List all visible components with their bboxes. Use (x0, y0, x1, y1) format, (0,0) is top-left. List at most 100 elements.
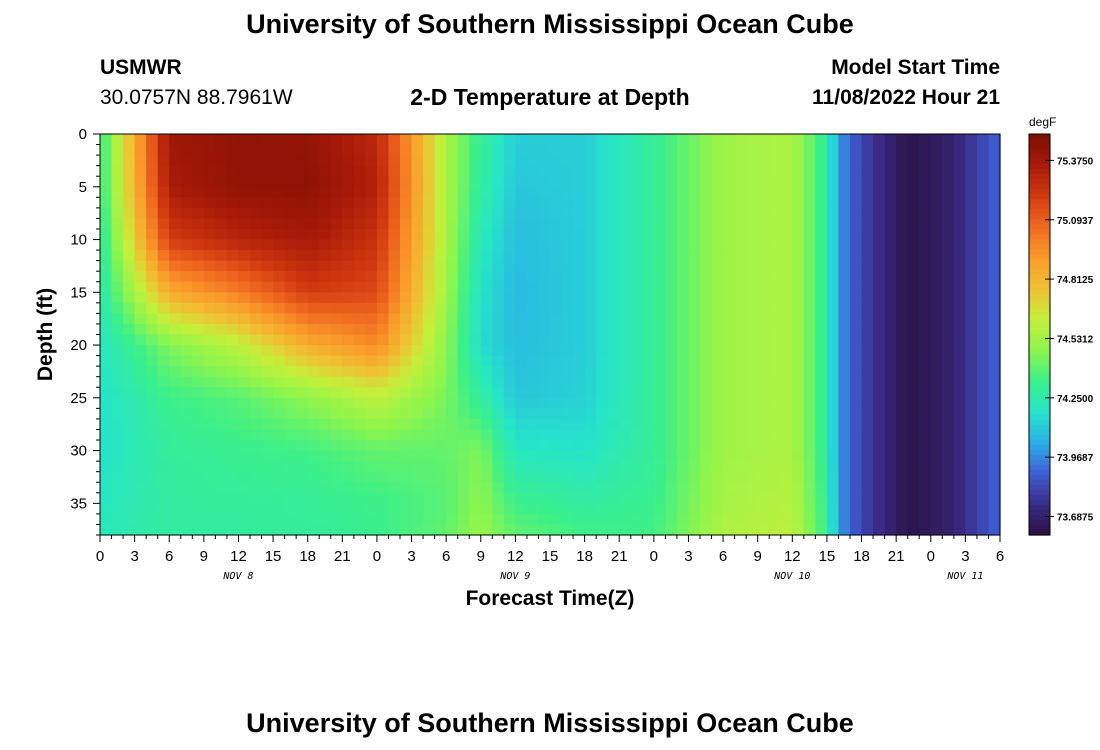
heatmap-cell (838, 366, 851, 378)
heatmap-cell (573, 271, 586, 283)
heatmap-cell (826, 397, 840, 409)
heatmap-cell (757, 197, 770, 209)
colorbar-segment (1029, 379, 1050, 386)
heatmap-cell (642, 228, 655, 241)
heatmap-cell (342, 134, 355, 146)
heatmap-cell (446, 197, 459, 209)
heatmap-cell (400, 144, 413, 156)
heatmap-cell (896, 302, 909, 314)
heatmap-cell (192, 239, 205, 251)
heatmap-cell (723, 218, 736, 230)
heatmap-cell (423, 492, 436, 504)
heatmap-cell (400, 492, 413, 504)
heatmap-cell (676, 271, 690, 283)
heatmap-cell (630, 471, 643, 483)
heatmap-cell (146, 144, 159, 156)
heatmap-cell (342, 387, 355, 399)
heatmap-cell (896, 482, 909, 494)
heatmap-cell (203, 471, 216, 483)
heatmap-cell (930, 292, 943, 304)
heatmap-cell (734, 228, 747, 241)
heatmap-cell (238, 334, 251, 346)
heatmap-cell (342, 513, 355, 526)
heatmap-cell (330, 218, 343, 230)
heatmap-cell (850, 197, 863, 209)
heatmap-cell (273, 355, 286, 367)
heatmap-cell (307, 345, 320, 357)
heatmap-cell (330, 155, 343, 167)
heatmap-cell (896, 524, 909, 536)
heatmap-cell (411, 250, 424, 262)
heatmap-cell (688, 429, 701, 441)
heatmap-cell (100, 250, 113, 262)
heatmap-cell (261, 397, 274, 409)
heatmap-cell (850, 471, 863, 483)
heatmap-cell (319, 345, 332, 357)
heatmap-cell (688, 461, 701, 473)
heatmap-cell (238, 345, 251, 357)
heatmap-cell (526, 513, 540, 526)
heatmap-cell (792, 228, 805, 241)
heatmap-cell (630, 513, 643, 526)
heatmap-cell (261, 471, 274, 483)
heatmap-cell (400, 228, 413, 241)
heatmap-cell (169, 334, 182, 346)
heatmap-cell (226, 260, 240, 272)
heatmap-cell (146, 260, 159, 272)
heatmap-cell (653, 345, 666, 357)
heatmap-cell (815, 260, 828, 272)
heatmap-cell (688, 292, 701, 304)
heatmap-cell (573, 165, 586, 177)
heatmap-cell (850, 302, 863, 314)
heatmap-cell (330, 260, 343, 272)
heatmap-cell (376, 155, 390, 167)
heatmap-cell (157, 482, 170, 494)
heatmap-cell (423, 207, 436, 220)
heatmap-cell (423, 345, 436, 357)
heatmap-cell (273, 397, 286, 409)
heatmap-cell (653, 134, 666, 146)
colorbar-segment (1029, 429, 1050, 436)
heatmap-cell (746, 323, 759, 336)
heatmap-cell (434, 134, 447, 146)
heatmap-cell (953, 387, 966, 399)
heatmap-cell (492, 418, 505, 431)
heatmap-cell (700, 450, 713, 462)
heatmap-cell (746, 366, 759, 378)
heatmap-cell (780, 471, 793, 483)
heatmap-cell (619, 492, 632, 504)
heatmap-cell (757, 387, 770, 399)
heatmap-cell (261, 144, 274, 156)
heatmap-cell (930, 492, 943, 504)
heatmap-cell (261, 492, 274, 504)
heatmap-cell (665, 197, 678, 209)
heatmap-cell (792, 387, 805, 399)
heatmap-cell (850, 260, 863, 272)
heatmap-cell (480, 397, 493, 409)
heatmap-cell (157, 134, 170, 146)
heatmap-cell (815, 165, 828, 177)
heatmap-cell (896, 144, 909, 156)
heatmap-cell (873, 239, 886, 251)
heatmap-cell (838, 144, 851, 156)
heatmap-cell (988, 408, 1001, 420)
heatmap-cell (503, 450, 516, 462)
heatmap-cell (215, 155, 228, 167)
heatmap-cell (203, 513, 216, 526)
heatmap-cell (261, 524, 274, 536)
heatmap-cell (838, 513, 851, 526)
heatmap-cell (169, 471, 182, 483)
heatmap-cell (457, 292, 470, 304)
heatmap-cell (642, 397, 655, 409)
heatmap-cell (861, 429, 874, 441)
heatmap-cell (169, 165, 182, 177)
heatmap-cell (584, 260, 597, 272)
heatmap-cell (388, 366, 401, 378)
heatmap-cell (215, 176, 228, 188)
heatmap-cell (238, 271, 251, 283)
heatmap-cell (400, 387, 413, 399)
heatmap-cell (596, 397, 609, 409)
heatmap-cell (296, 218, 309, 230)
heatmap-cell (573, 366, 586, 378)
heatmap-cell (157, 186, 170, 198)
